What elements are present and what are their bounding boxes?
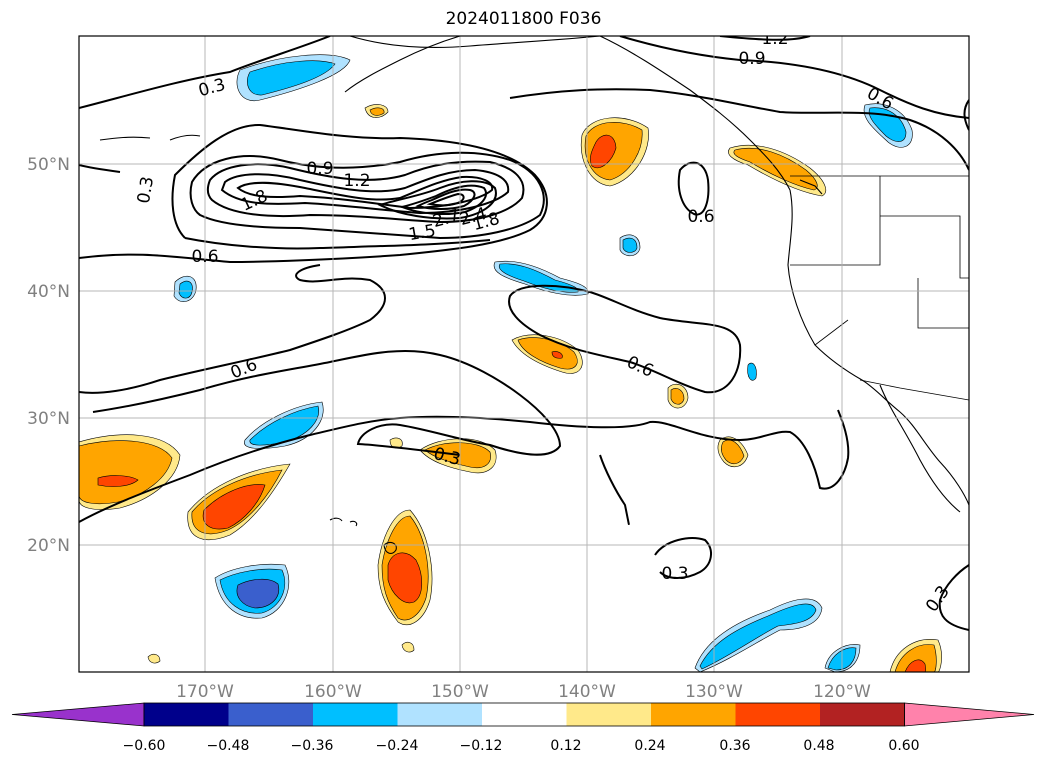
positive-anomaly	[202, 484, 266, 530]
graticule	[79, 36, 969, 672]
contour-label: 0.3	[661, 564, 688, 584]
contour-label: 0.6	[687, 207, 714, 227]
plot-frame	[78, 35, 970, 673]
contour-label: 0.6	[191, 247, 218, 267]
positive-anomaly	[79, 440, 173, 505]
lon-label: 160°W	[304, 682, 362, 702]
lon-label: 170°W	[176, 682, 234, 702]
colorbar-tick-label: −0.60	[123, 738, 166, 754]
positive-anomaly	[551, 351, 563, 359]
latitude-labels: 50°N 40°N 30°N 20°N	[27, 155, 70, 556]
positive-anomaly	[670, 388, 685, 405]
lon-label: 130°W	[685, 682, 743, 702]
lat-label: 40°N	[27, 282, 70, 302]
map-title: 2024011800 F036	[445, 9, 602, 29]
positive-anomaly	[387, 552, 423, 604]
negative-anomaly	[498, 263, 579, 293]
lat-label: 30°N	[27, 409, 70, 429]
political-borders	[790, 175, 969, 401]
lat-label: 50°N	[27, 155, 70, 175]
colorbar-segment	[397, 703, 483, 726]
colorbar-segment	[313, 703, 398, 726]
lon-label: 150°W	[431, 682, 489, 702]
colorbar-tick-label: −0.48	[207, 738, 250, 754]
colorbar-segment	[651, 703, 736, 726]
contour-label: 1.5	[407, 221, 437, 245]
contour-label: 0.9	[738, 49, 765, 69]
shaded-anomalies	[79, 54, 942, 672]
colorbar-segment	[482, 703, 567, 726]
colorbar-tick-label: 0.60	[888, 738, 919, 754]
positive-anomaly	[721, 439, 745, 465]
lon-label: 120°W	[813, 682, 871, 702]
contour-lines	[79, 36, 969, 631]
positive-anomaly	[894, 644, 937, 672]
contour-label: 0.9	[306, 159, 333, 179]
positive-anomaly	[97, 475, 139, 487]
positive-anomaly	[147, 653, 161, 664]
colorbar-tick-label: 0.36	[719, 738, 750, 754]
colorbar	[11, 702, 1035, 727]
positive-anomaly	[733, 147, 818, 191]
colorbar-extend-high	[904, 702, 1035, 727]
lon-label: 140°W	[558, 682, 616, 702]
colorbar-extend-low	[11, 702, 145, 727]
colorbar-segment	[228, 703, 314, 726]
colorbar-segment	[735, 703, 821, 726]
contour-label: 0.3	[134, 175, 158, 205]
negative-anomaly	[247, 60, 336, 96]
contour-label: 1.2	[343, 171, 370, 191]
colorbar-tick-label: −0.24	[376, 738, 419, 754]
colorbar-tick-label: −0.12	[460, 738, 503, 754]
colorbar-tick-label: 0.48	[803, 738, 834, 754]
colorbar-segment	[144, 703, 229, 726]
colorbar-tick-labels: −0.60 −0.48 −0.36 −0.24 −0.12 0.12 0.24 …	[123, 738, 920, 754]
colorbar-segment	[566, 703, 652, 726]
positive-anomaly	[369, 107, 385, 116]
colorbar-frame	[143, 702, 905, 727]
negative-anomaly	[249, 405, 319, 446]
negative-anomaly	[178, 280, 193, 299]
colorbar-tick-label: 0.24	[634, 738, 665, 754]
contour-label: 1.2	[761, 29, 788, 49]
negative-anomaly	[236, 578, 280, 609]
colorbar-tick-label: −0.36	[291, 738, 334, 754]
longitude-labels: 170°W 160°W 150°W 140°W 130°W 120°W	[176, 682, 871, 702]
negative-anomaly	[747, 362, 757, 381]
coastlines	[99, 36, 969, 554]
positive-anomaly	[389, 437, 403, 449]
map-plot-area: 1.2 0.9 0.3 0.6 0.3 0.9 1.2 1.8 0.6 2.7 …	[79, 29, 969, 672]
colorbar-segment	[820, 703, 905, 726]
colorbar-tick-label: 0.12	[550, 738, 581, 754]
positive-anomaly	[401, 641, 415, 653]
lat-label: 20°N	[27, 536, 70, 556]
negative-anomaly	[622, 237, 638, 253]
negative-anomaly	[699, 603, 817, 670]
